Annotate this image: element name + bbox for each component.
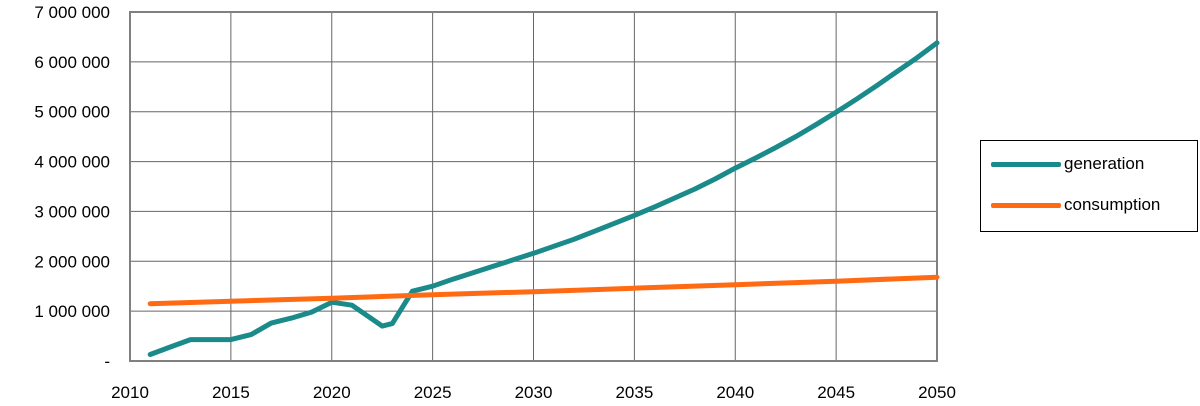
y-tick-label: 1 000 000 [34,302,110,321]
y-axis-tick-labels: - 1 000 000 2 000 000 3 000 000 4 000 000 5 0… [34,3,110,371]
series-line-generation [147,40,940,357]
x-tick-label: 2020 [313,383,351,402]
plot-area-frame [129,11,938,362]
y-tick-label: 2 000 000 [34,252,110,271]
legend-swatch-generation [991,161,1061,167]
grid-lines [129,11,938,362]
y-tick-label: - [104,352,110,371]
x-tick-label: 2030 [515,383,553,402]
series-line-consumption [147,274,940,307]
legend-item-generation: generation [991,152,1144,176]
x-tick-label: 2035 [615,383,653,402]
y-tick-label: 7 000 000 [34,3,110,22]
y-tick-label: 5 000 000 [34,103,110,122]
y-tick-label: 3 000 000 [34,202,110,221]
y-tick-label: 6 000 000 [34,53,110,72]
x-tick-label: 2010 [111,383,149,402]
x-tick-label: 2050 [918,383,956,402]
x-tick-label: 2025 [414,383,452,402]
series-lines [147,40,940,357]
x-axis-tick-labels: 2010 2015 2020 2025 2030 2035 2040 2045 2050 [111,383,956,402]
legend: generation consumption [980,140,1198,232]
legend-swatch-consumption [991,202,1061,208]
legend-item-consumption: consumption [991,193,1160,217]
legend-label-consumption: consumption [1064,195,1161,214]
x-tick-label: 2040 [716,383,754,402]
y-tick-label: 4 000 000 [34,153,110,172]
x-tick-label: 2045 [817,383,855,402]
legend-label-generation: generation [1064,154,1145,173]
x-tick-label: 2015 [212,383,250,402]
